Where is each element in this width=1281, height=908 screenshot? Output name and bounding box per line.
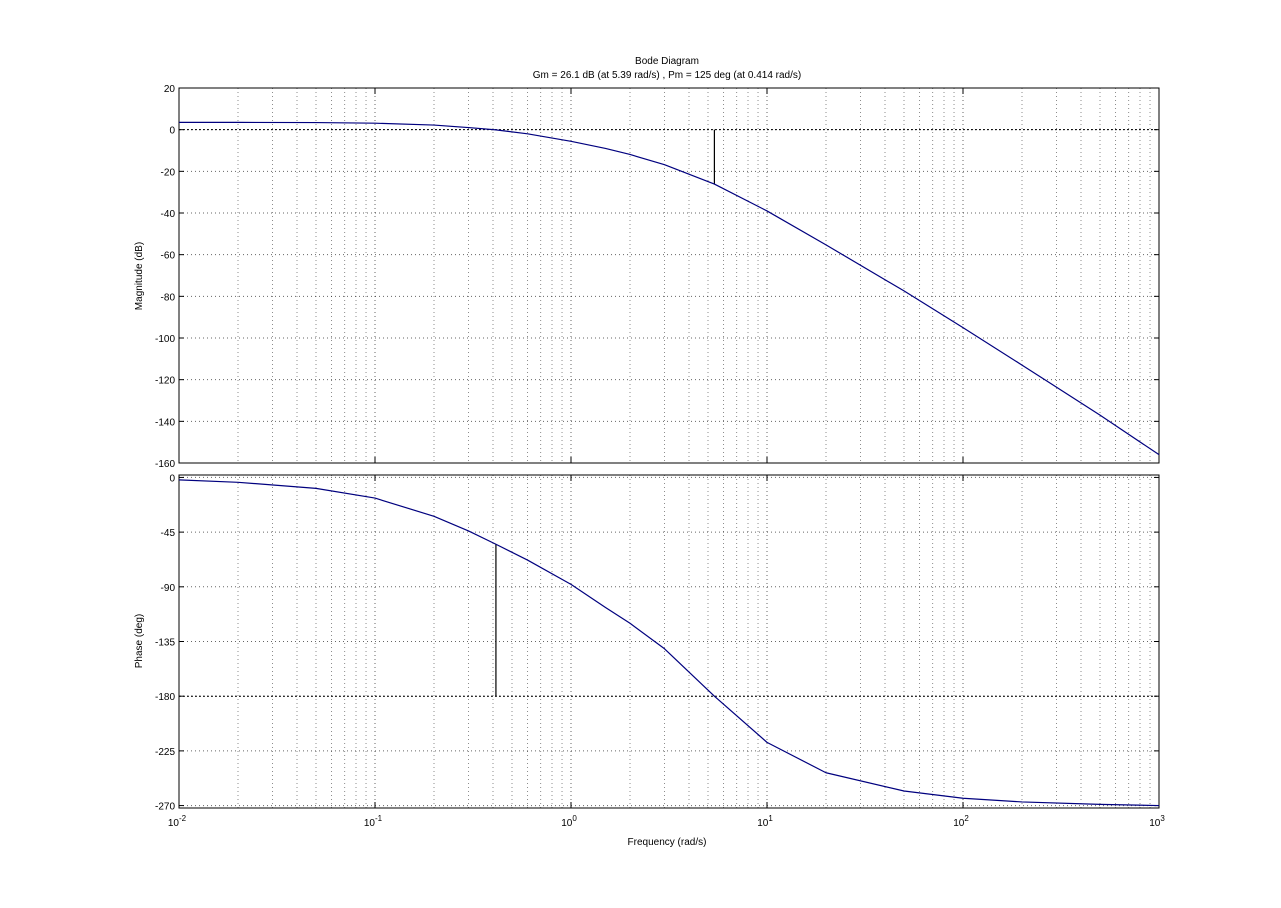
frequency-axis-label: Frequency (rad/s)	[628, 837, 707, 848]
x-tick-label: 101	[757, 814, 773, 829]
phase-y-tick-label: -90	[161, 583, 176, 594]
phase-y-tick-label: -45	[161, 528, 176, 539]
magnitude-y-tick-label: -60	[161, 251, 176, 262]
x-tick-label: 100	[561, 814, 577, 829]
magnitude-y-tick-label: -40	[161, 209, 176, 220]
magnitude-y-tick-label: -80	[161, 292, 176, 303]
x-tick-label: 103	[1149, 814, 1165, 829]
magnitude-y-tick-label: 20	[164, 84, 176, 95]
chart-subtitle: Gm = 26.1 dB (at 5.39 rad/s) , Pm = 125 …	[533, 70, 801, 81]
magnitude-axis-label: Magnitude (dB)	[134, 242, 145, 310]
phase-y-tick-label: -180	[155, 692, 175, 703]
x-tick-label: 10-2	[168, 814, 187, 829]
x-tick-label: 10-1	[364, 814, 383, 829]
magnitude-response-curve	[179, 121, 1160, 456]
phase-y-tick-label: -270	[155, 802, 175, 813]
magnitude-y-tick-label: -120	[155, 376, 175, 387]
magnitude-y-tick-label: 0	[169, 126, 175, 137]
magnitude-axes: 20 0 -20 -40 -60 -80 -100 -120 -140 -160	[155, 84, 1160, 470]
phase-response-curve	[178, 479, 1160, 807]
phase-y-tick-label: 0	[169, 473, 175, 484]
phase-axes-box	[178, 474, 1160, 809]
phase-y-tick-label: -225	[155, 747, 175, 758]
x-tick-labels: 10-2 10-1 100 101 102 103	[168, 814, 1165, 829]
magnitude-y-tick-label: -140	[155, 417, 175, 428]
magnitude-axes-box	[178, 87, 1160, 464]
magnitude-y-tick-label: -160	[155, 459, 175, 470]
magnitude-y-tick-label: -100	[155, 334, 175, 345]
phase-axes: 0 -45 -90 -135 -180 -225 -270	[155, 473, 1160, 813]
magnitude-y-tick-label: -20	[161, 167, 176, 178]
phase-axis-label: Phase (deg)	[134, 614, 145, 668]
chart-title: Bode Diagram	[635, 56, 699, 67]
x-tick-label: 102	[953, 814, 969, 829]
phase-y-tick-label: -135	[155, 638, 175, 649]
